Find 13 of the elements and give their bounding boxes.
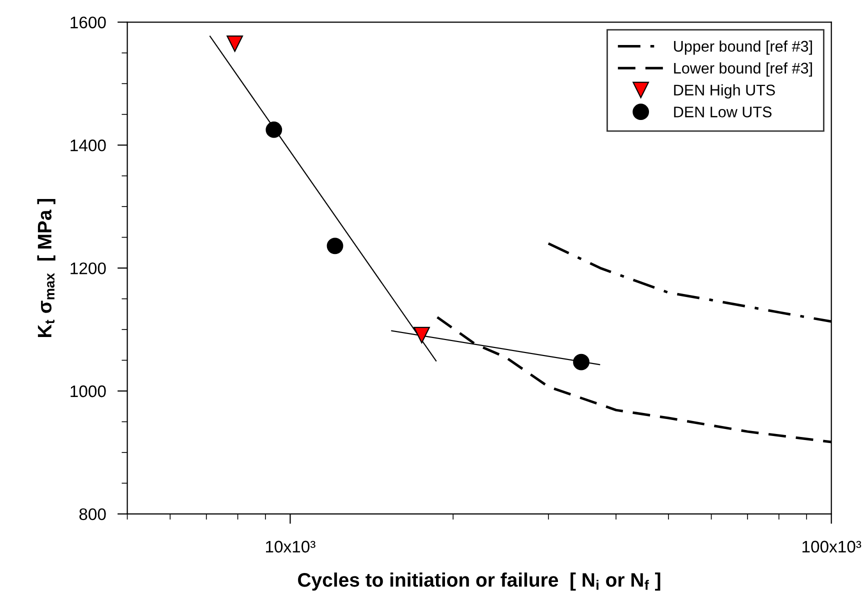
legend-label: DEN Low UTS (674, 106, 772, 118)
legend-label: Upper bound [ref #3] (674, 40, 812, 55)
y-axis-title: K$_{t}$ σ$_{max}$ [ MPa ] (37, 198, 56, 338)
y-tick-label: 1200 (70, 262, 106, 274)
x-axis-title: Cycles to initiation or failure [ N$_{i}$ or N$_{f}$ ] (298, 572, 660, 591)
y-tick-label: 1400 (70, 140, 106, 152)
y-tick-label: 800 (79, 508, 106, 520)
y-tick-label: 1000 (70, 385, 106, 398)
y-tick-label: 1600 (70, 16, 106, 28)
legend-label: DEN High UTS (674, 84, 775, 98)
legend-label: Lower bound [ref #3] (674, 62, 812, 77)
x-tick-label: 100x10³ (802, 540, 862, 553)
x-tick-label: 10x10³ (266, 540, 316, 553)
